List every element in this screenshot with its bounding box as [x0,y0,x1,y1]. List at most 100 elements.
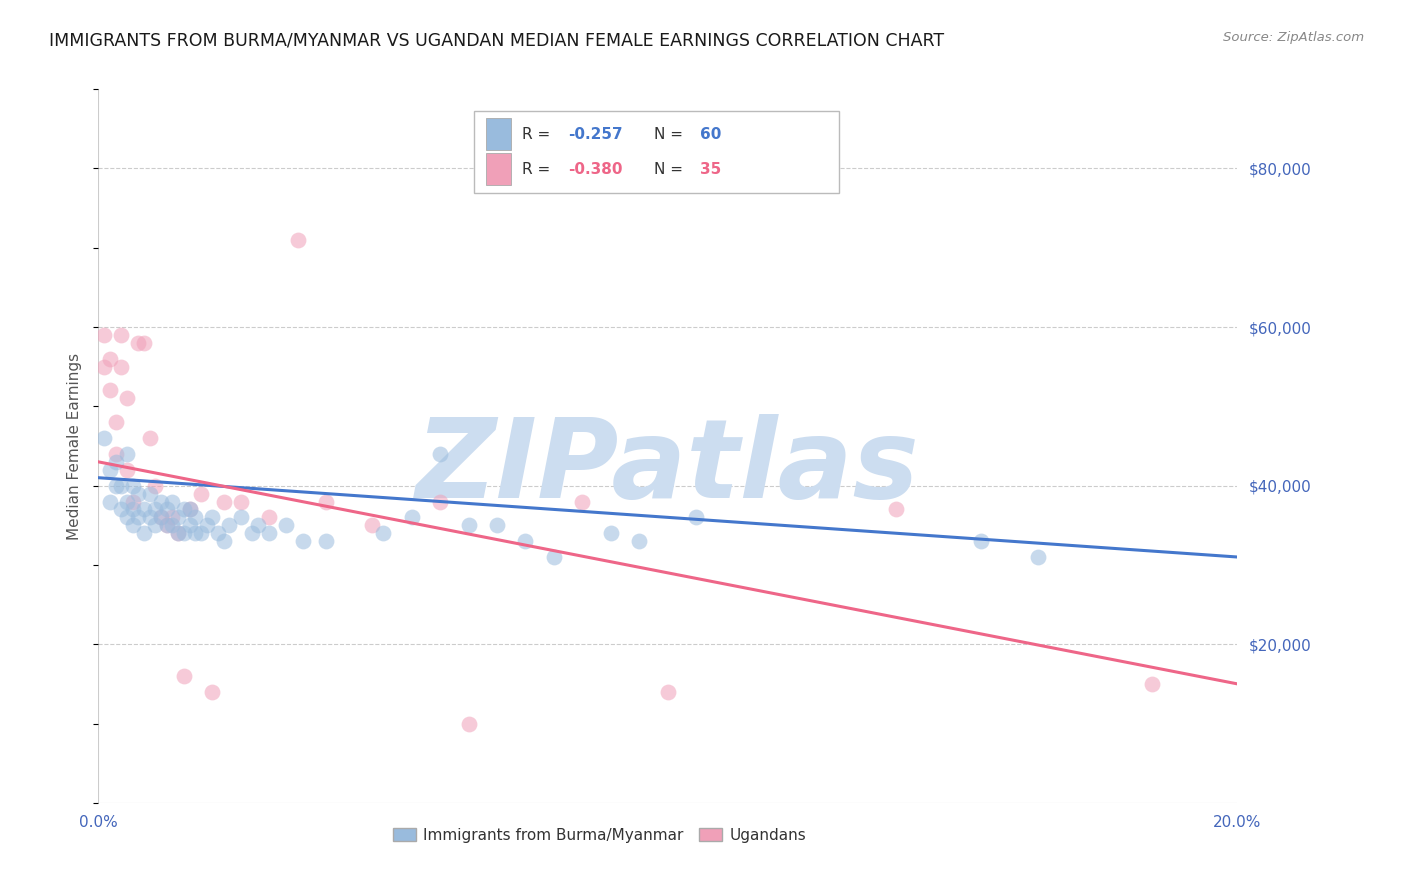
Point [121,494,143,508]
Point [543,549,565,564]
Point [127,510,149,524]
Point [110,502,132,516]
Point [156,502,179,516]
Point [429,494,451,508]
Point [179,502,201,516]
Point [184,526,207,541]
Point [401,510,423,524]
Point [167,510,190,524]
Point [201,685,224,699]
Point [240,526,263,541]
Text: Source: ZipAtlas.com: Source: ZipAtlas.com [1223,31,1364,45]
Point [156,518,179,533]
Point [138,486,160,500]
Y-axis label: Median Female Earnings: Median Female Earnings [67,352,83,540]
Point [292,534,315,549]
Point [173,669,195,683]
Point [115,494,138,508]
Text: 35: 35 [700,161,721,177]
Text: IMMIGRANTS FROM BURMA/MYANMAR VS UGANDAN MEDIAN FEMALE EARNINGS CORRELATION CHAR: IMMIGRANTS FROM BURMA/MYANMAR VS UGANDAN… [49,31,945,49]
Point [121,518,143,533]
Point [600,526,623,541]
Point [173,502,195,516]
Point [162,510,184,524]
Point [162,518,184,533]
Point [104,447,127,461]
Point [259,510,281,524]
Point [173,526,195,541]
FancyBboxPatch shape [485,153,510,186]
Point [115,392,138,406]
Point [121,478,143,492]
Point [98,463,121,477]
Point [132,335,155,350]
Point [104,478,127,492]
Point [259,526,281,541]
Point [145,478,167,492]
Point [150,510,173,524]
Point [287,233,309,247]
Point [104,455,127,469]
Text: 60: 60 [700,127,721,142]
Point [486,518,509,533]
Text: -0.380: -0.380 [568,161,621,177]
Text: N =: N = [654,127,688,142]
Point [121,502,143,516]
Point [276,518,298,533]
Point [156,518,179,533]
Point [201,510,224,524]
Point [212,494,235,508]
Point [98,494,121,508]
Point [184,510,207,524]
Point [138,510,160,524]
Point [127,335,149,350]
Text: R =: R = [522,127,555,142]
Point [104,415,127,429]
Point [207,526,229,541]
Point [970,534,993,549]
Point [1026,549,1049,564]
Point [373,526,395,541]
Point [93,359,115,374]
Point [360,518,382,533]
Point [150,494,173,508]
Point [628,534,651,549]
Point [229,510,252,524]
Point [229,494,252,508]
Point [110,478,132,492]
Point [127,486,149,500]
Point [884,502,907,516]
Text: ZIPatlas: ZIPatlas [416,414,920,521]
Text: -0.257: -0.257 [568,127,623,142]
Point [115,463,138,477]
Legend: Immigrants from Burma/Myanmar, Ugandans: Immigrants from Burma/Myanmar, Ugandans [387,822,813,848]
Point [190,526,212,541]
Point [145,518,167,533]
Point [93,328,115,343]
FancyBboxPatch shape [474,111,839,193]
Point [657,685,679,699]
Point [115,447,138,461]
Point [246,518,269,533]
Point [162,494,184,508]
Point [195,518,218,533]
Point [429,447,451,461]
Point [179,502,201,516]
Point [457,716,479,731]
Point [212,534,235,549]
Point [110,328,132,343]
Point [1140,677,1163,691]
Point [685,510,707,524]
Point [315,534,337,549]
Point [315,494,337,508]
Point [150,510,173,524]
Point [571,494,593,508]
Point [145,502,167,516]
Text: N =: N = [654,161,688,177]
Point [167,526,190,541]
Point [515,534,537,549]
Point [167,526,190,541]
Point [98,351,121,366]
Point [179,518,201,533]
Text: R =: R = [522,161,555,177]
